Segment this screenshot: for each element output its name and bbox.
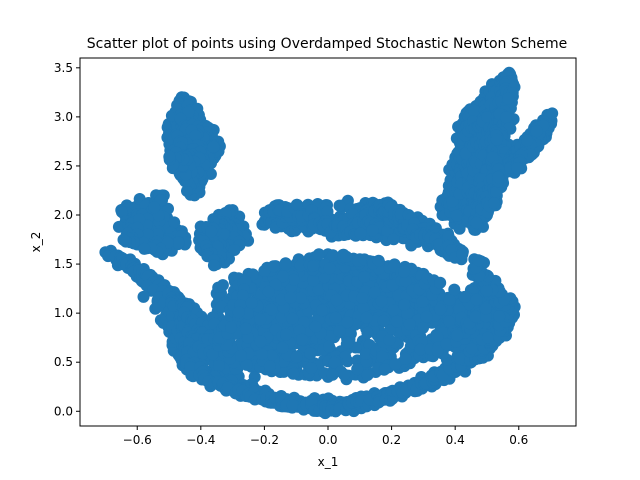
scatter-point: [330, 294, 343, 307]
scatter-point: [453, 352, 466, 365]
scatter-point: [309, 320, 322, 333]
scatter-point: [366, 224, 379, 237]
scatter-point: [294, 291, 307, 304]
scatter-point: [465, 342, 478, 355]
scatter-point: [354, 227, 367, 240]
scatter-point: [329, 311, 342, 324]
scatter-point: [387, 304, 400, 317]
scatter-point: [305, 394, 318, 407]
scatter-point: [286, 399, 299, 412]
scatter-point: [184, 361, 197, 374]
scatter-point: [207, 140, 220, 153]
scatter-point: [502, 92, 515, 105]
scatter-point: [500, 111, 512, 124]
scatter-point: [490, 133, 503, 146]
scatter-point: [172, 236, 185, 249]
scatter-point: [304, 347, 317, 360]
scatter-point: [333, 325, 346, 338]
scatter-point: [137, 290, 150, 303]
scatter-point: [456, 248, 469, 261]
scatter-point: [521, 134, 534, 147]
scatter-point: [206, 348, 219, 361]
scatter-point: [488, 197, 500, 210]
scatter-point: [341, 316, 354, 329]
scatter-point: [492, 171, 505, 184]
scatter-point: [279, 258, 292, 271]
chart-title: Scatter plot of points using Overdamped …: [87, 36, 567, 52]
scatter-point: [480, 284, 493, 297]
scatter-point: [481, 331, 494, 344]
scatter-point: [163, 150, 176, 163]
scatter-point: [450, 209, 463, 222]
scatter-point: [472, 254, 485, 267]
scatter-point: [117, 233, 130, 246]
scatter-point: [530, 125, 543, 138]
scatter-point: [493, 310, 506, 323]
scatter-point: [205, 225, 218, 238]
points-layer: [99, 66, 559, 420]
scatter-point: [216, 279, 229, 292]
scatter-point: [470, 216, 483, 229]
scatter-point: [323, 340, 336, 353]
scatter-point: [148, 201, 161, 214]
scatter-point: [511, 162, 524, 175]
scatter-point: [138, 242, 151, 255]
scatter-point: [213, 359, 225, 372]
scatter-point: [316, 304, 328, 317]
scatter-point: [341, 336, 354, 349]
scatter-point: [296, 333, 309, 346]
scatter-point: [333, 199, 346, 212]
scatter-point: [265, 303, 278, 316]
scatter-point: [207, 259, 220, 272]
scatter-point: [267, 260, 280, 273]
